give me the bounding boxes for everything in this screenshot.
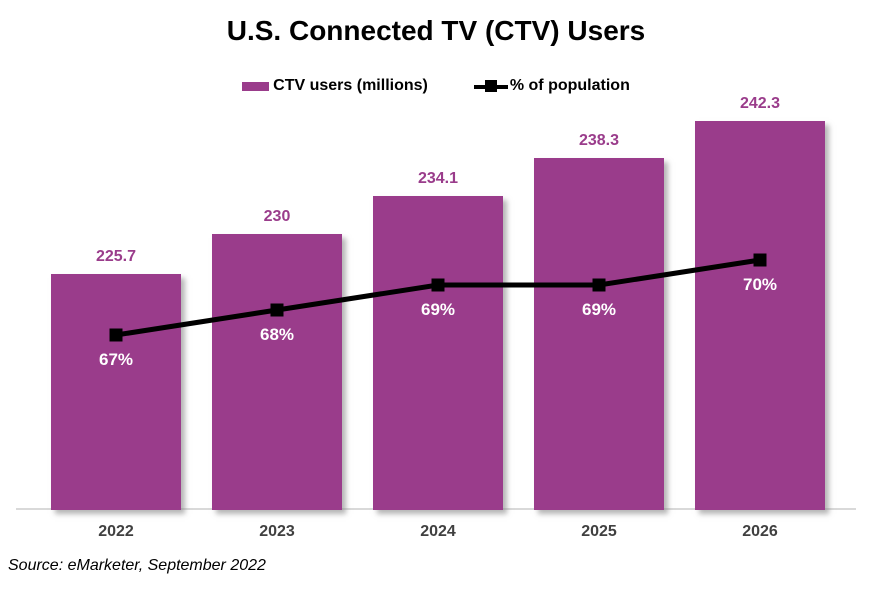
percent-label-2025: 69% <box>581 300 617 319</box>
bar-2023 <box>212 234 342 510</box>
legend-label-ctv-users: CTV users (millions) <box>273 77 428 94</box>
x-axis-label-2026: 2026 <box>742 523 778 540</box>
bar-2025 <box>534 158 664 510</box>
bar-value-label-2025: 238.3 <box>578 132 620 149</box>
legend-label-pct-population: % of population <box>509 77 630 94</box>
line-legend-square <box>484 79 497 92</box>
bar-2026 <box>695 121 825 510</box>
chart-title: U.S. Connected TV (CTV) Users <box>226 15 646 46</box>
bar-value-label-2022: 225.7 <box>95 248 137 265</box>
line-series-marker-icon <box>473 79 508 93</box>
bar-2022 <box>51 274 181 510</box>
percent-label-2024: 69% <box>420 300 456 319</box>
bar-value-label-2024: 234.1 <box>417 170 459 187</box>
percent-label-2022: 67% <box>98 350 134 369</box>
bar-value-label-2023: 230 <box>263 208 291 225</box>
bar-value-label-2026: 242.3 <box>739 95 781 112</box>
percent-label-2026: 70% <box>742 275 778 294</box>
legend: CTV users (millions) % of population <box>0 76 872 96</box>
x-axis-label-2022: 2022 <box>98 523 134 540</box>
source-note: Source: eMarketer, September 2022 <box>8 557 266 574</box>
bar-series-swatch-icon <box>242 81 270 91</box>
x-axis-label-2025: 2025 <box>581 523 617 540</box>
x-axis-label-2024: 2024 <box>420 523 456 540</box>
percent-label-2023: 68% <box>259 325 295 344</box>
legend-item-ctv-users: CTV users (millions) <box>242 76 428 96</box>
x-axis-label-2023: 2023 <box>259 523 295 540</box>
bar-2024 <box>373 196 503 510</box>
legend-item-pct-population: % of population <box>473 76 630 96</box>
